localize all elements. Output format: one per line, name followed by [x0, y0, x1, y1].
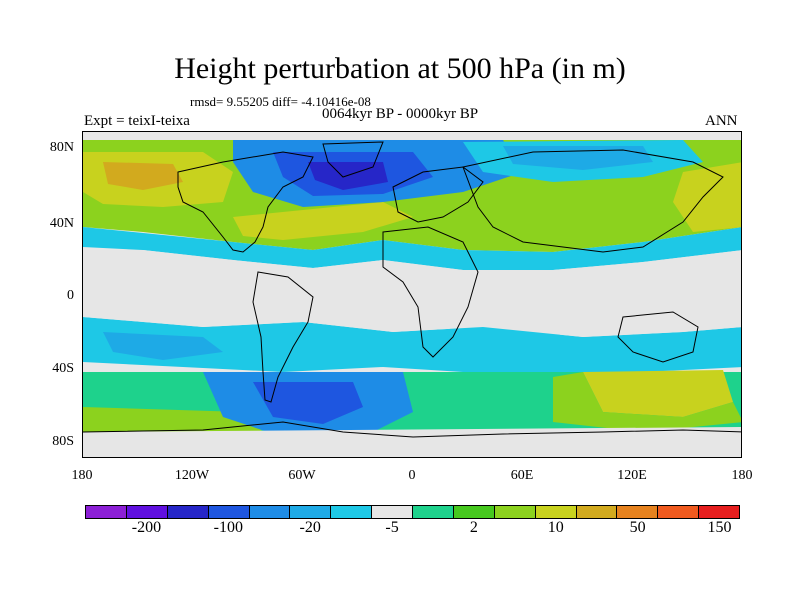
colorbar-tick-label: 150 [707, 519, 732, 536]
lon-label-60e: 60E [510, 468, 534, 483]
africa-outline [382, 226, 479, 358]
nh-subtropic-cyan [83, 227, 741, 270]
colorbar-tick-label: -20 [299, 519, 321, 536]
lat-label-0: 0 [67, 288, 74, 303]
rmsd-diff-stats: rmsd= 9.55205 diff= -4.10416e-08 [190, 94, 371, 109]
colorbar-swatch [290, 506, 332, 518]
lat-label-80s: 80S [52, 434, 74, 449]
colorbar-tick-label: -100 [213, 519, 243, 536]
colorbar-swatch [372, 506, 413, 518]
colorbar-swatch [413, 506, 454, 518]
map-panel [82, 131, 742, 458]
contour-map [83, 140, 741, 457]
lon-label-180-west: 180 [71, 468, 93, 483]
south-america-outline [252, 271, 314, 403]
colorbar-swatch [453, 506, 495, 518]
colorbar-swatch [86, 506, 127, 518]
asia-outline [462, 149, 724, 253]
contour-fills [83, 140, 741, 457]
coastlines [83, 141, 741, 438]
colorbar-swatch [658, 506, 700, 518]
lon-label-60w: 60W [288, 468, 316, 483]
colorbar-tick-label: 10 [547, 519, 564, 536]
europe-outline [392, 166, 484, 223]
colorbar-swatch [249, 506, 291, 518]
colorbar [85, 505, 740, 519]
antarctica-outline [83, 421, 741, 438]
lat-label-80n: 80N [49, 140, 74, 155]
indian-ocean-lightgreen [553, 372, 741, 432]
lat-label-40s: 40S [52, 361, 74, 376]
plot-title: Height perturbation at 500 hPa (in m) [174, 52, 626, 85]
tropical-neutral [83, 250, 741, 337]
experiment-label: Expt = teixI-teixa [84, 113, 190, 129]
colorbar-swatch [617, 506, 659, 518]
colorbar-tick-label: 2 [469, 519, 478, 536]
time-period-subtitle: 0064kyr BP - 0000kyr BP [322, 106, 479, 122]
colorbar-swatch [126, 506, 168, 518]
colorbar-tick-label: -5 [385, 519, 399, 536]
colorbar-tick-label: -200 [131, 519, 162, 536]
colorbar-swatch [699, 506, 739, 518]
colorbar-swatch [576, 506, 618, 518]
colorbar-swatch [331, 506, 373, 518]
sh-lightblue [103, 332, 223, 360]
lon-label-180-east: 180 [731, 468, 753, 483]
pacific-yellow [673, 162, 741, 232]
sh-cyan-band [83, 317, 741, 377]
nh-orange-west [103, 162, 183, 190]
lon-label-0: 0 [408, 468, 416, 483]
north-america-outline [177, 151, 314, 253]
australia-outline [617, 311, 699, 363]
antarctic-neutral [83, 427, 741, 457]
lon-label-120e: 120E [617, 468, 647, 483]
lon-label-120w: 120W [174, 468, 210, 483]
colorbar-swatch [167, 506, 209, 518]
lat-label-40n: 40N [49, 216, 74, 231]
colorbar-tick-label: 50 [629, 519, 646, 536]
colorbar-swatch [208, 506, 250, 518]
greenland-outline [322, 141, 384, 178]
colorbar-swatch [535, 506, 577, 518]
season-label: ANN [705, 113, 738, 129]
colorbar-swatch [494, 506, 536, 518]
sh-trough-deep [253, 382, 363, 424]
indian-ocean-yellow [583, 370, 733, 417]
atlantic-yellow [233, 202, 413, 240]
